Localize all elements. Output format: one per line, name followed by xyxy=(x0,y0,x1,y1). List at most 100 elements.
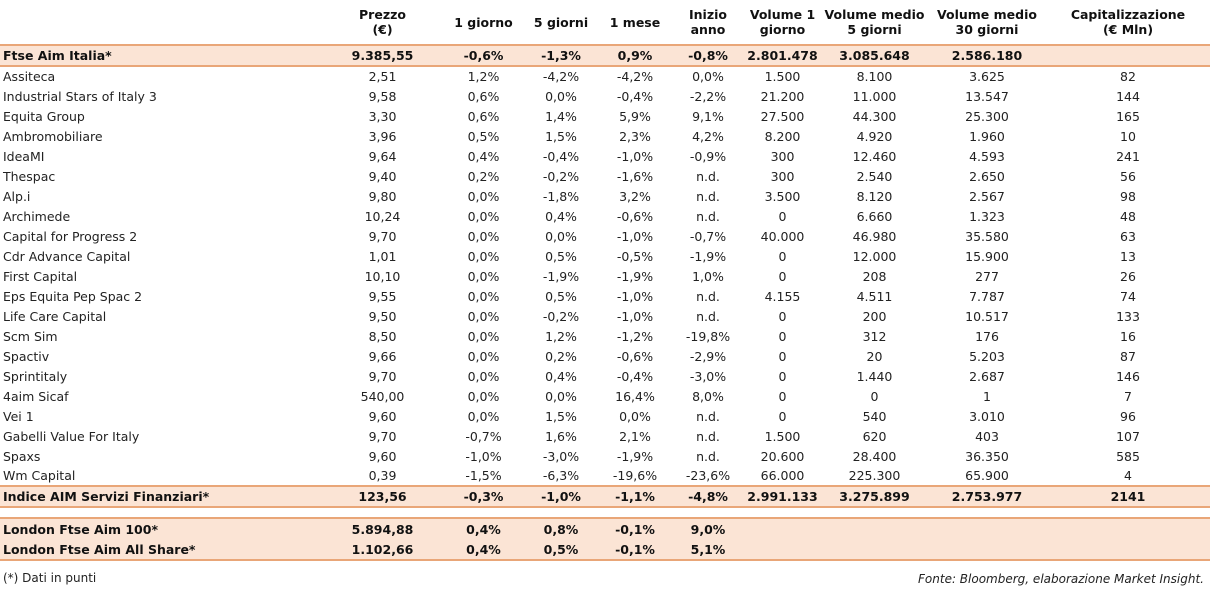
row-label: Capital for Progress 2 xyxy=(3,228,138,244)
cell-value: 96 xyxy=(1120,408,1136,424)
cell-value: 28.400 xyxy=(852,448,897,464)
cell-value: 82 xyxy=(1120,69,1136,84)
cell-value: 208 xyxy=(862,268,887,284)
cell-value: n.d. xyxy=(696,308,720,324)
table-row: Scm Sim 8,50 0,0% 1,2% -1,2% -19,8% 0 312 176 16 xyxy=(0,326,1210,346)
cell-value: 10,24 xyxy=(364,208,401,224)
cell-value: 26 xyxy=(1120,268,1136,284)
cell-value: 56 xyxy=(1120,168,1136,184)
cell-value: -1,9% xyxy=(689,248,727,264)
cell-value: 3.010 xyxy=(969,408,1005,424)
cell-value: 144 xyxy=(1116,88,1140,104)
cell-value: 9,40 xyxy=(368,168,397,184)
cell-value: 1 xyxy=(983,388,991,404)
cell-value xyxy=(1046,44,1210,67)
row-label: London Ftse Aim 100* xyxy=(0,517,322,539)
cell-value: 0,0% xyxy=(467,328,500,344)
cell-value: n.d. xyxy=(696,188,720,204)
cell-value: 0 xyxy=(778,248,787,264)
cell-value: -4,2% xyxy=(616,69,654,84)
cell-value: 0,5% xyxy=(524,539,598,561)
cell-value: 65.900 xyxy=(965,468,1009,483)
cell-value: -19,6% xyxy=(612,468,658,483)
row-label: Gabelli Value For Italy xyxy=(3,428,140,444)
cell-value: 25.300 xyxy=(965,108,1009,124)
cell-value: 10 xyxy=(1120,128,1136,144)
cell-value: 2.687 xyxy=(969,368,1005,384)
row-label: Vei 1 xyxy=(3,408,34,424)
cell-value: 241 xyxy=(1116,148,1140,164)
cell-value: 0,9% xyxy=(598,44,672,67)
cell-value: -0,2% xyxy=(542,168,580,184)
cell-value: 8,50 xyxy=(368,328,397,344)
cell-value: 0,4% xyxy=(545,368,577,384)
table-row: Alp.i 9,80 0,0% -1,8% 3,2% n.d. 3.500 8.120 2.56… xyxy=(0,186,1210,206)
cell-value: 0,2% xyxy=(545,348,577,364)
cell-value: 0,0% xyxy=(467,228,500,244)
cell-value: 5.203 xyxy=(969,348,1005,364)
cell-value: 0,0% xyxy=(467,208,500,224)
cell-value: 2.753.977 xyxy=(928,485,1046,508)
source-note: Fonte: Bloomberg, elaborazione Market In… xyxy=(918,572,1204,586)
cell-value: 3,2% xyxy=(619,188,651,204)
cell-value: 4.511 xyxy=(856,288,893,304)
cell-value: -0,4% xyxy=(542,148,580,164)
cell-value: 107 xyxy=(1116,428,1140,444)
cell-value: 9,60 xyxy=(368,448,397,464)
cell-value: -3,0% xyxy=(689,368,727,384)
cell-value: 0,0% xyxy=(545,88,577,104)
row-label: Ftse Aim Italia* xyxy=(0,44,322,67)
table-row: Cdr Advance Capital 1,01 0,0% 0,5% -0,5% -1,9… xyxy=(0,246,1210,266)
cell-value: 74 xyxy=(1120,288,1136,304)
cell-value: 9,58 xyxy=(368,88,397,104)
cell-value xyxy=(821,539,928,561)
cell-value: 3.085.648 xyxy=(821,44,928,67)
cell-value: -1,5% xyxy=(465,468,502,483)
cell-value: -0,9% xyxy=(689,148,727,164)
table-row: Gabelli Value For Italy 9,70 -0,7% 1,6% 2,1%… xyxy=(0,426,1210,446)
cell-value: 36.350 xyxy=(965,448,1009,464)
cell-value: -4,8% xyxy=(672,485,744,508)
cell-value xyxy=(821,517,928,539)
cell-value: 0,0% xyxy=(545,228,577,244)
table-row: Life Care Capital 9,50 0,0% -0,2% -1,0% n.d. 0… xyxy=(0,306,1210,326)
cell-value xyxy=(928,539,1046,561)
cell-value: 585 xyxy=(1116,448,1140,464)
cell-value xyxy=(744,539,821,561)
cell-value: -2,2% xyxy=(689,88,727,104)
cell-value: 1.500 xyxy=(764,69,801,84)
cell-value: 1.960 xyxy=(969,128,1005,144)
cell-value: 3.500 xyxy=(764,188,801,204)
cell-value: 8.200 xyxy=(764,128,801,144)
cell-value: 403 xyxy=(975,428,999,444)
cell-value: -0,7% xyxy=(465,428,502,444)
cell-value: 1.102,66 xyxy=(322,539,443,561)
cell-value: 20 xyxy=(866,348,883,364)
cell-value: n.d. xyxy=(696,208,720,224)
cell-value: 0,0% xyxy=(467,368,500,384)
aim-financial-services-table: Prezzo (€) 1 giorno 5 giorni 1 mese Inizio a… xyxy=(0,7,1210,561)
cell-value: 225.300 xyxy=(848,468,901,483)
cell-value: -6,3% xyxy=(542,468,580,483)
row-label: First Capital xyxy=(3,268,78,284)
cell-value: 9,1% xyxy=(692,108,724,124)
cell-value: 13.547 xyxy=(965,88,1009,104)
cell-value: 20.600 xyxy=(760,448,805,464)
cell-value: -3,0% xyxy=(542,448,580,464)
cell-value: 0,0% xyxy=(467,308,500,324)
cell-value: 12.460 xyxy=(852,148,897,164)
cell-value: 0,5% xyxy=(545,288,577,304)
sector-index-row: Indice AIM Servizi Finanziari* 123,56 -0,3… xyxy=(0,485,1210,508)
row-label: Spaxs xyxy=(3,448,41,464)
cell-value: 0,8% xyxy=(524,517,598,539)
cell-value: -0,4% xyxy=(616,88,654,104)
cell-value: 1,5% xyxy=(545,408,577,424)
cell-value: -4,2% xyxy=(542,69,580,84)
cell-value: 2,1% xyxy=(619,428,651,444)
column-header: Capitalizzazione (€ Mln) xyxy=(1070,7,1186,37)
cell-value: -1,0% xyxy=(616,148,654,164)
row-label: Cdr Advance Capital xyxy=(3,248,131,264)
cell-value: -1,3% xyxy=(524,44,598,67)
cell-value: 2141 xyxy=(1046,485,1210,508)
cell-value: -0,6% xyxy=(616,348,654,364)
